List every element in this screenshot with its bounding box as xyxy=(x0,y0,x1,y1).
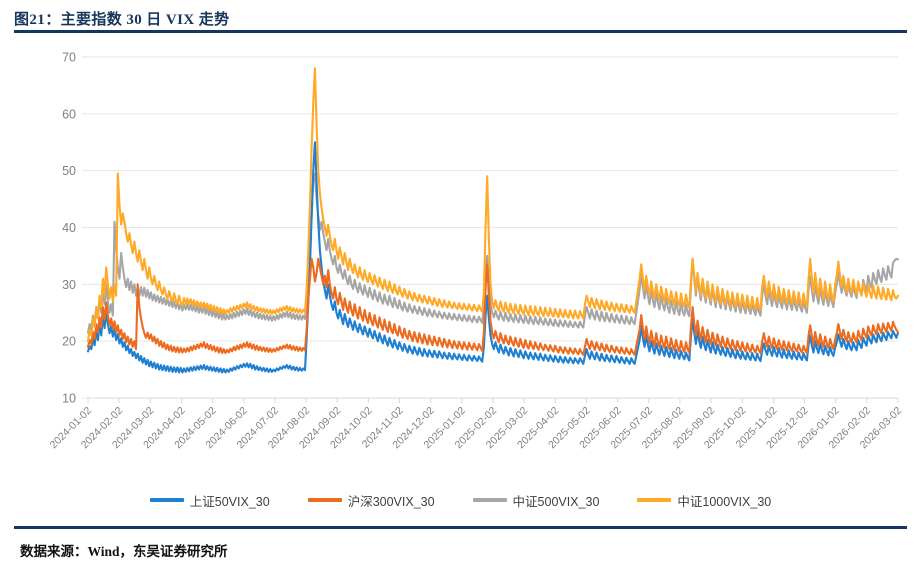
footer-divider xyxy=(14,526,907,529)
legend-item-2[interactable]: 沪深300VIX_30 xyxy=(307,491,435,510)
chart-container: 10 20 30 40 50 60 70 2024-01-02 2024-02-02 2024-0… xyxy=(14,34,907,522)
source-note: 数据来源：Wind，东吴证券研究所 xyxy=(20,544,228,559)
legend-item-1[interactable]: 上证50VIX_30 xyxy=(149,491,270,510)
y-axis-tick-label: 30 xyxy=(62,278,76,292)
legend-swatch-icon xyxy=(472,498,507,502)
legend-item-3[interactable]: 中证500VIX_30 xyxy=(472,491,600,510)
y-axis-tick-label: 50 xyxy=(62,164,76,178)
chart-legend: 上证50VIX_30 沪深300VIX_30 中证500VIX_30 中证1000VI… xyxy=(14,489,907,511)
legend-swatch-icon xyxy=(307,498,342,502)
title-divider xyxy=(14,30,907,33)
figure-title-bar: 图21：主要指数 30 日 VIX 走势 xyxy=(14,6,907,30)
y-axis-tick-label: 40 xyxy=(62,221,76,235)
legend-swatch-icon xyxy=(637,498,672,502)
legend-label: 中证500VIX_30 xyxy=(512,494,600,509)
vix-line-chart: 102030405060702024-01-022024-02-022024-0… xyxy=(48,51,905,452)
legend-swatch-icon xyxy=(149,498,184,502)
y-axis-tick-label: 60 xyxy=(62,107,76,121)
legend-item-4[interactable]: 中证1000VIX_30 xyxy=(637,491,771,510)
legend-label: 沪深300VIX_30 xyxy=(347,494,435,509)
legend-label: 中证1000VIX_30 xyxy=(677,494,772,509)
series-line-4 xyxy=(86,67,900,343)
series-line-2 xyxy=(86,257,900,356)
y-axis-tick-label: 20 xyxy=(62,335,76,349)
legend-label: 上证50VIX_30 xyxy=(189,494,270,509)
y-axis-tick-label: 10 xyxy=(62,392,76,406)
series-line-1 xyxy=(86,141,900,374)
y-axis-tick-label: 70 xyxy=(62,51,76,65)
page-title: 图21：主要指数 30 日 VIX 走势 xyxy=(14,11,230,28)
